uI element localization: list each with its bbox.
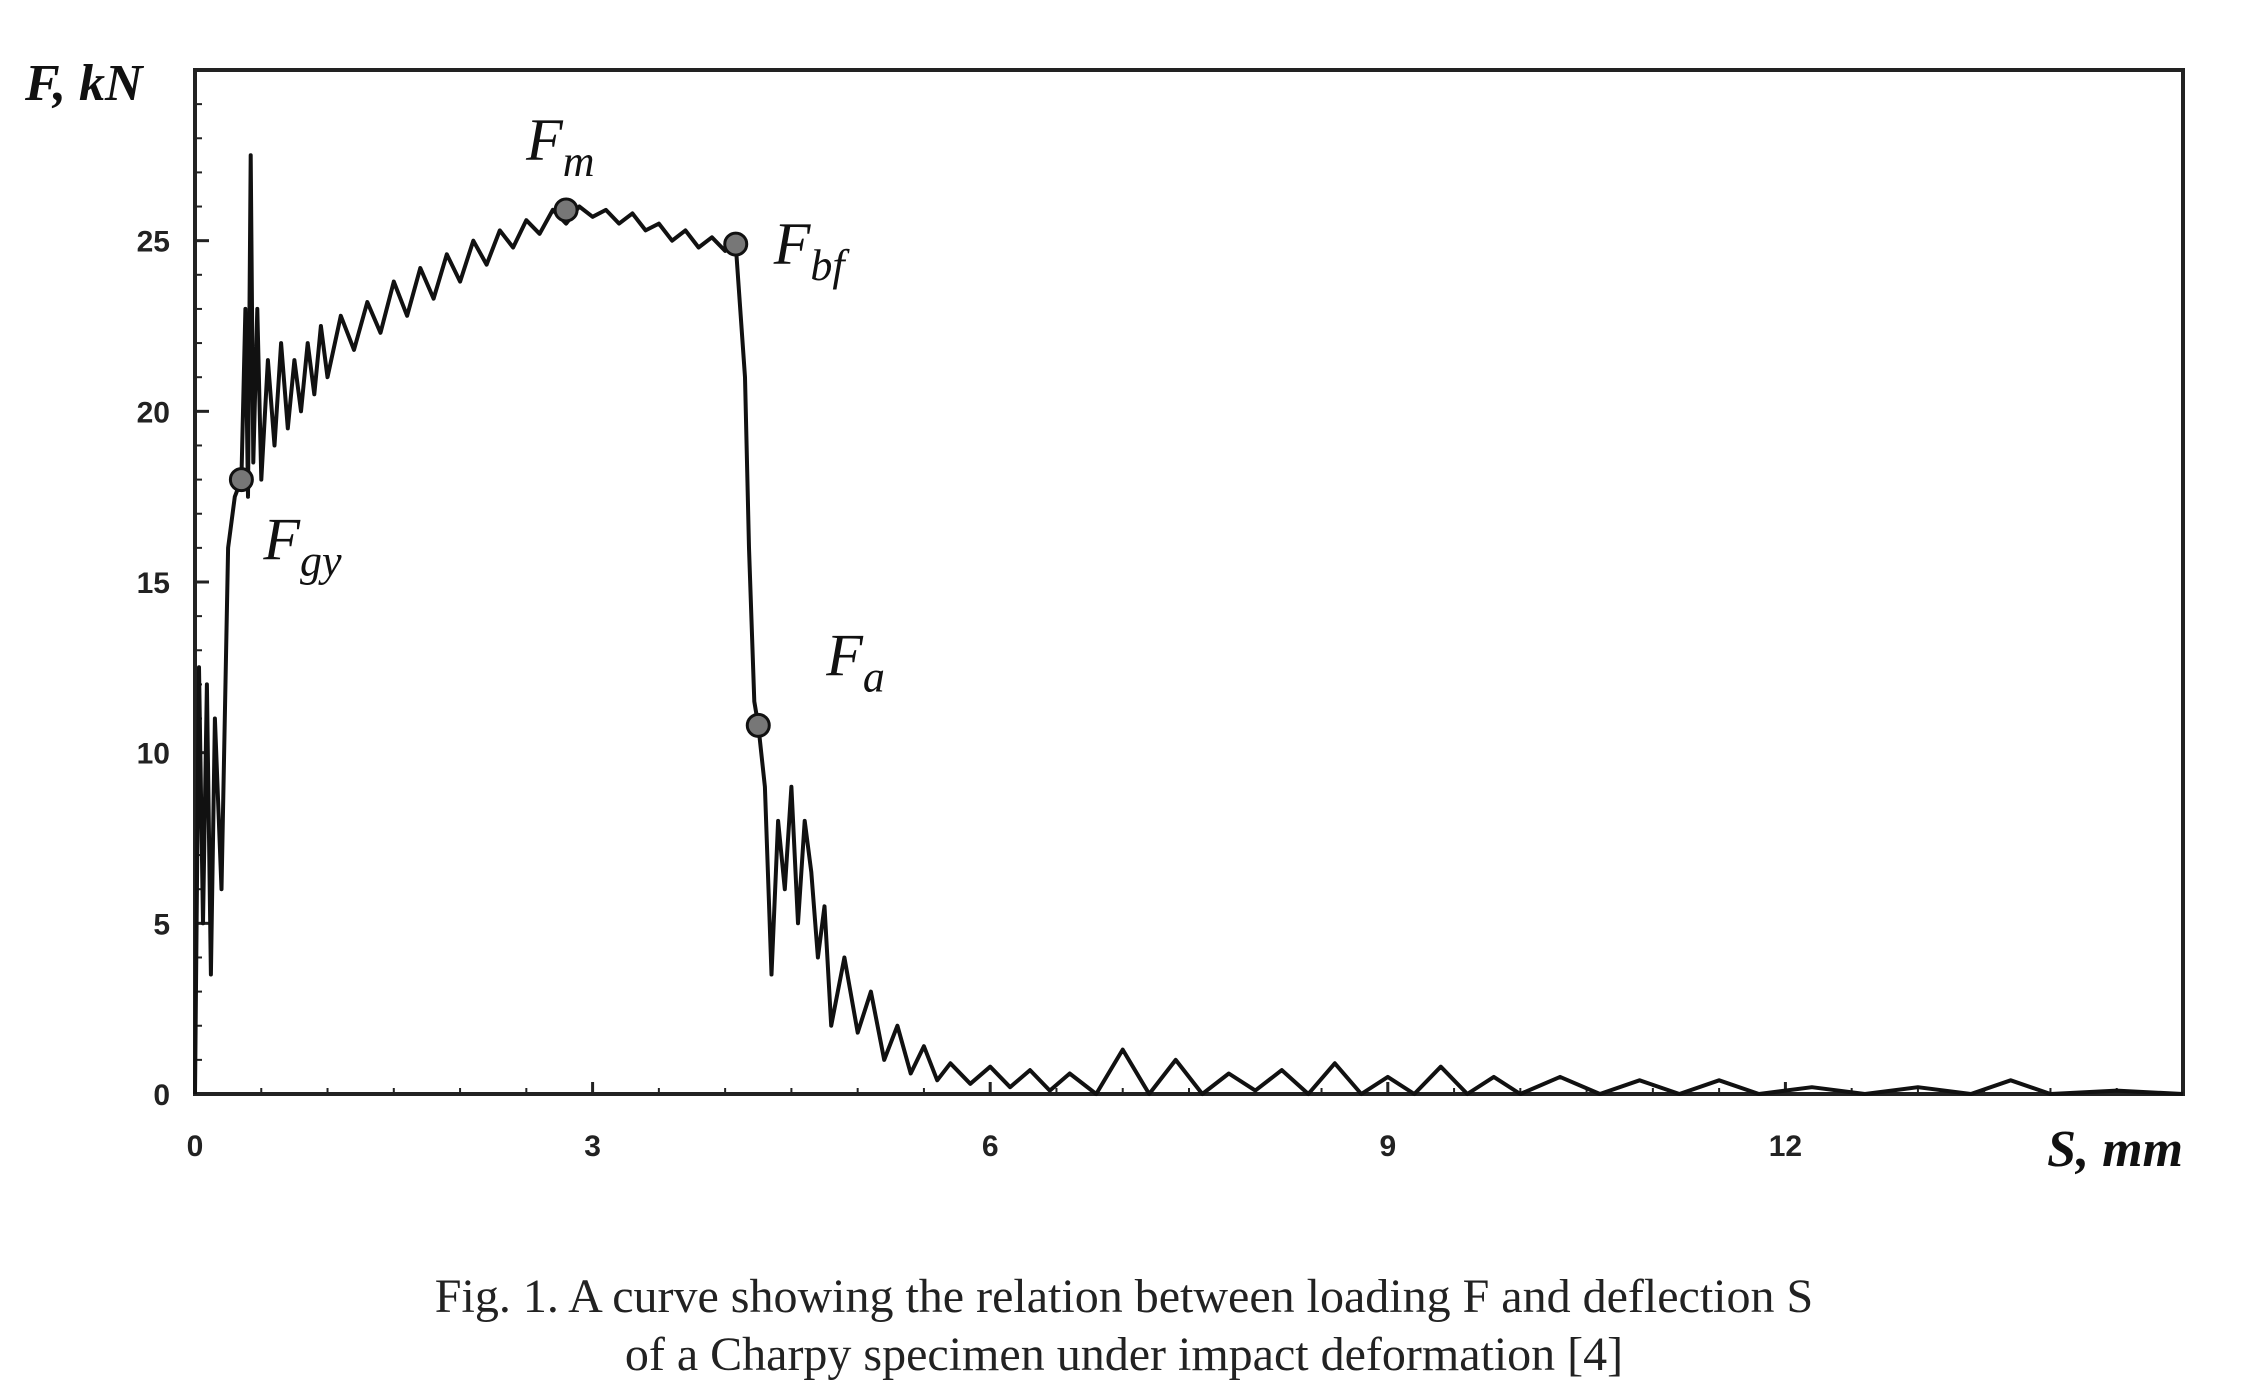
- x-axis-label: S, mm: [2047, 1121, 2183, 1178]
- marker-label: Fm: [525, 107, 594, 186]
- force-curve: [193, 153, 2184, 1096]
- y-tick-label: 0: [153, 1079, 170, 1112]
- marker-point: [553, 197, 579, 223]
- marker-point: [745, 712, 771, 738]
- y-tick-label: 20: [137, 396, 170, 429]
- force-deflection-chart: 0 3 6 9 12 0 5 10 15 20 25 Fgy Fm Fbf Fa F, kN S, mm: [24, 55, 2185, 1178]
- y-axis-label: F, kN: [24, 55, 145, 112]
- x-tick-label: 6: [982, 1130, 999, 1163]
- markers: Fgy Fm Fbf Fa: [228, 107, 885, 738]
- x-tick-label: 0: [187, 1130, 204, 1163]
- marker-label: Fgy: [262, 507, 342, 586]
- x-tick-label: 9: [1379, 1130, 1396, 1163]
- marker-point: [723, 231, 749, 257]
- x-ticks: 0 3 6 9 12: [187, 1082, 2184, 1163]
- marker-point: [228, 467, 254, 493]
- marker-label: Fa: [825, 622, 885, 701]
- plot-frame: [193, 68, 2185, 1096]
- figure-caption: Fig. 1. A curve showing the relation bet…: [0, 1268, 2248, 1384]
- y-tick-label: 5: [153, 908, 170, 941]
- y-tick-label: 10: [137, 738, 170, 771]
- x-tick-label: 3: [584, 1130, 601, 1163]
- caption-line-1: Fig. 1. A curve showing the relation bet…: [434, 1270, 1814, 1323]
- y-tick-label: 15: [137, 567, 170, 600]
- y-tick-label: 25: [137, 226, 170, 259]
- marker-label: Fbf: [773, 211, 851, 290]
- x-tick-label: 12: [1769, 1130, 1802, 1163]
- caption-line-2: of a Charpy specimen under impact deform…: [624, 1328, 1624, 1381]
